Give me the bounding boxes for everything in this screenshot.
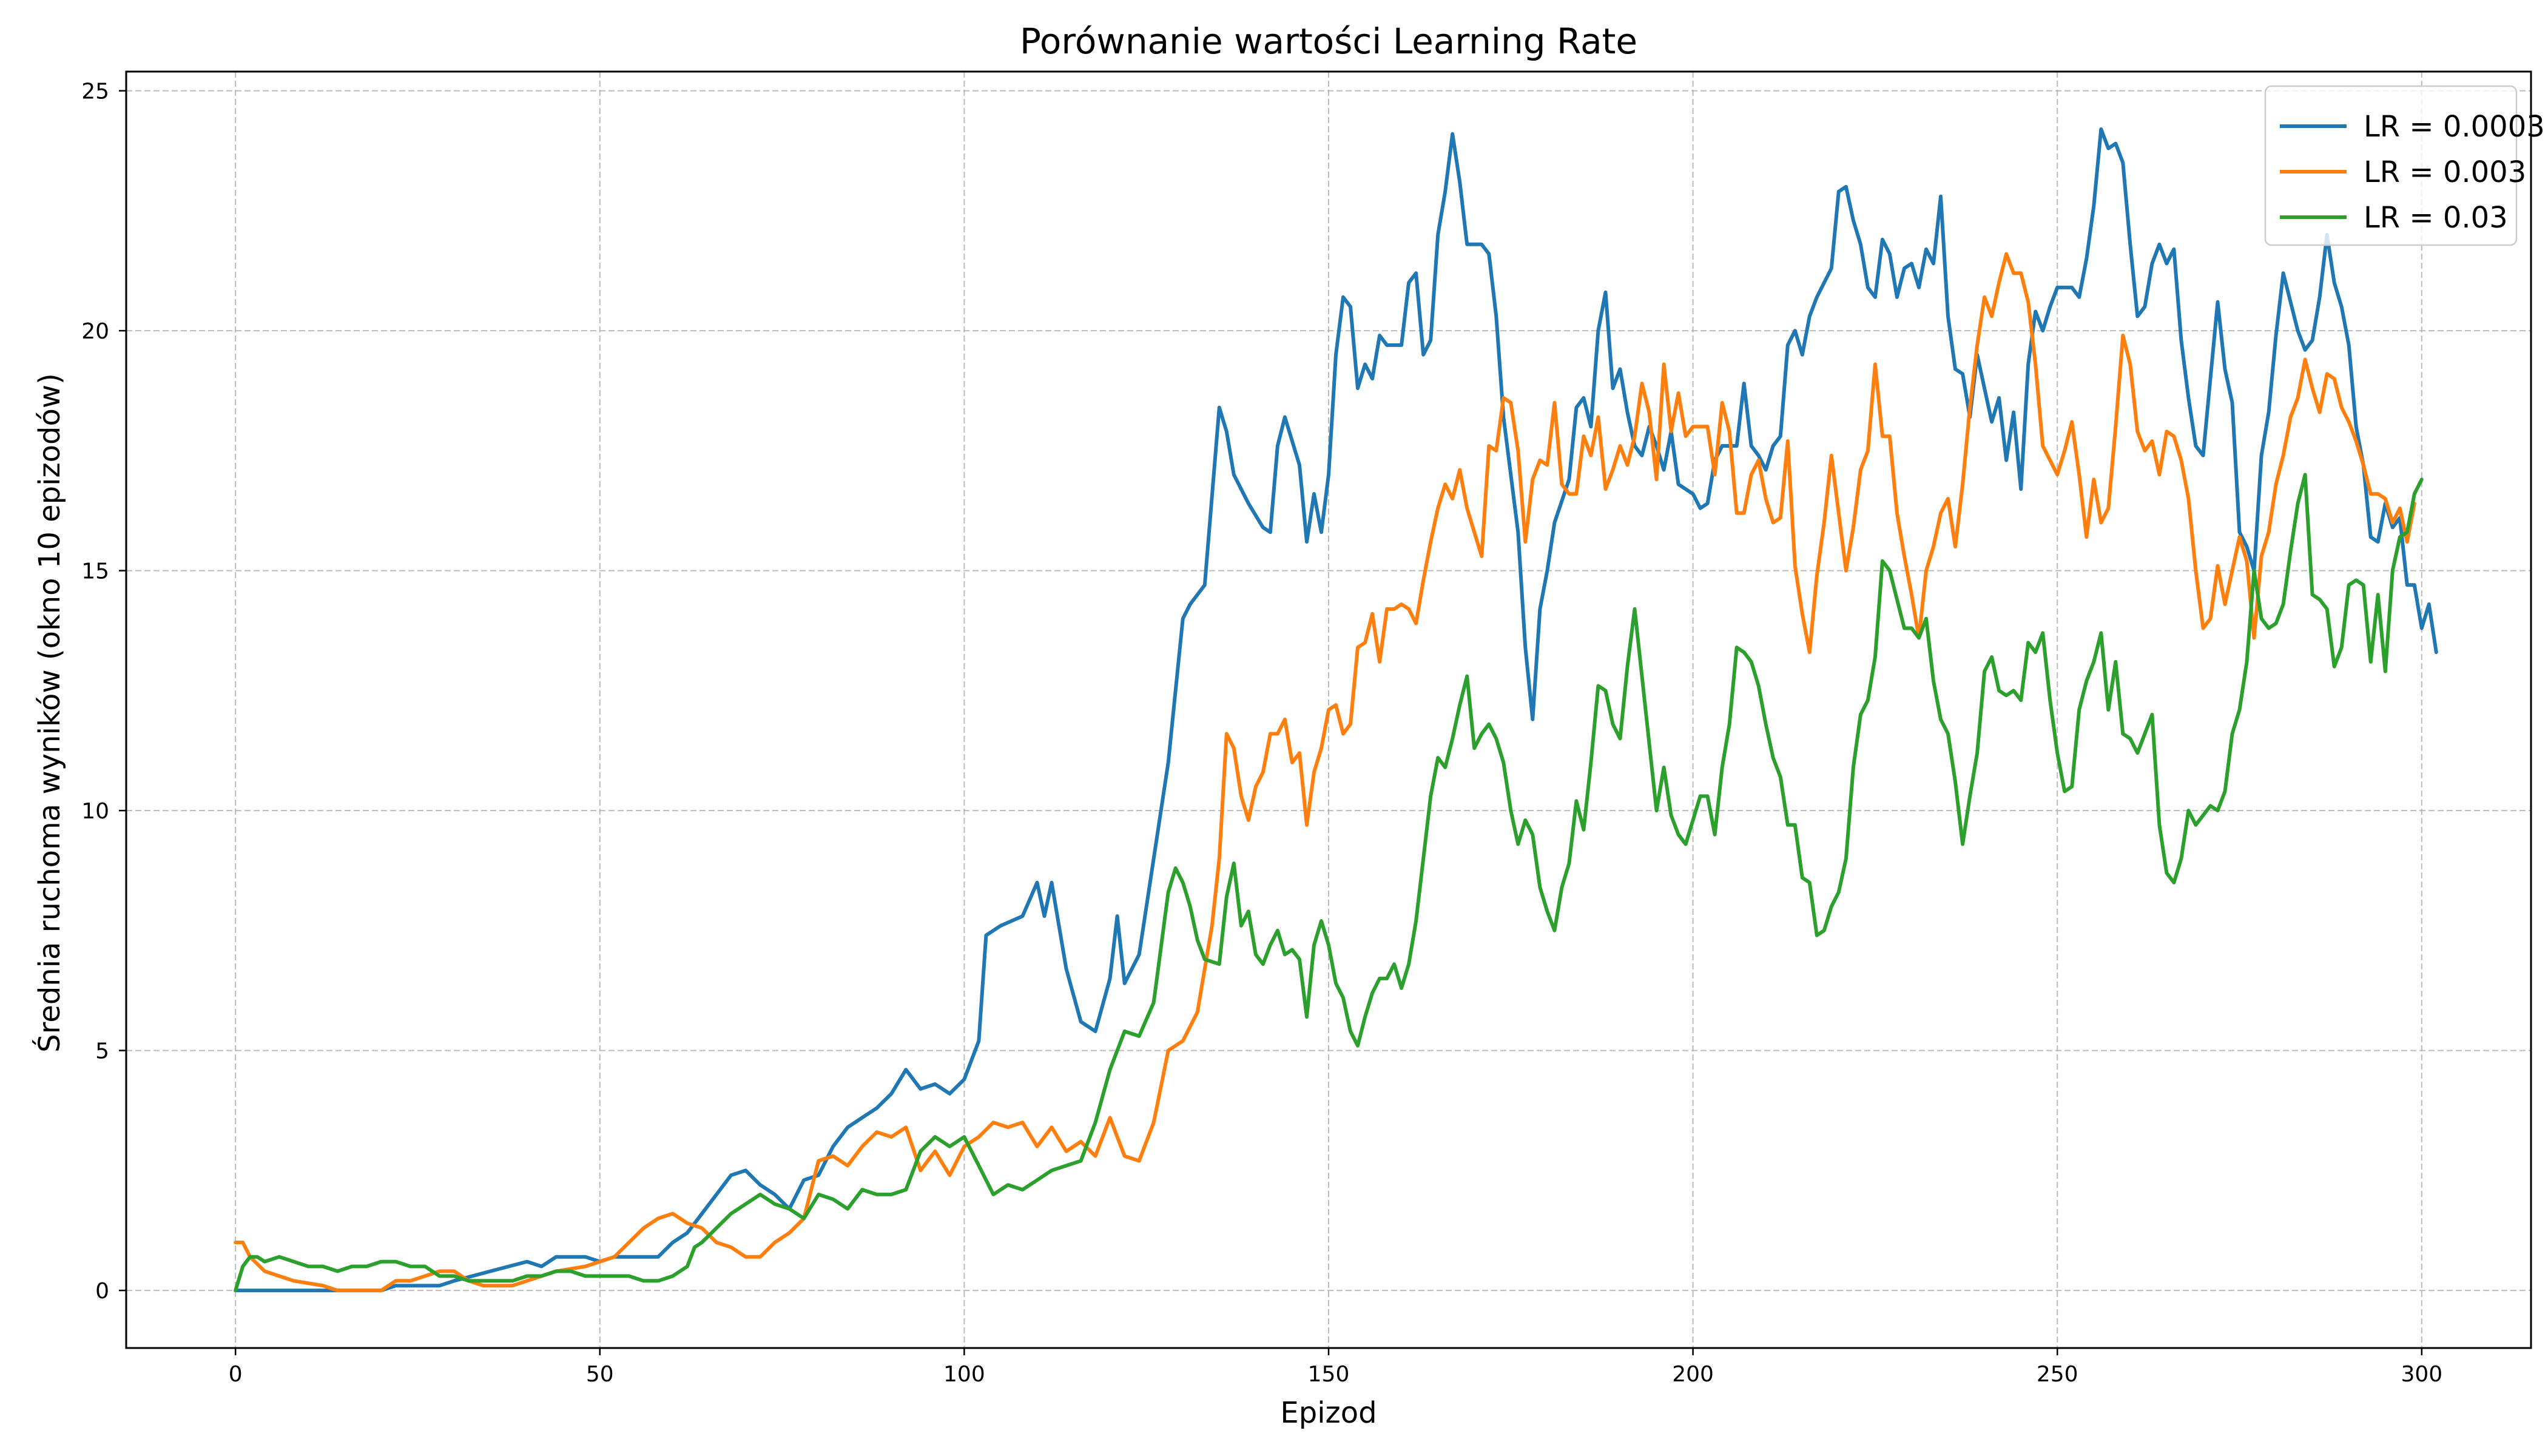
series-lines [234, 127, 2438, 1293]
y-tick-label: 15 [81, 559, 109, 584]
y-tick-label: 10 [81, 799, 109, 824]
y-tick-label: 20 [81, 319, 109, 344]
legend-label-2: LR = 0.003 [2364, 155, 2526, 189]
legend: LR = 0.0003 LR = 0.003 LR = 0.03 [2264, 85, 2545, 246]
legend-label-1: LR = 0.0003 [2364, 110, 2545, 144]
series-line-1 [234, 127, 2438, 1293]
x-tick-label: 100 [943, 1362, 985, 1387]
x-tick-label: 0 [229, 1362, 243, 1387]
y-tick-label: 25 [81, 79, 109, 104]
x-tick-label: 250 [2037, 1362, 2078, 1387]
x-axis-label: Epizod [1280, 1396, 1377, 1430]
y-tick-label: 0 [95, 1279, 109, 1304]
axis-ticks: 0 50 100 150 200 250 300 0 5 10 15 20 25 [81, 79, 2442, 1387]
chart-title: Porównanie wartości Learning Rate [1020, 21, 1637, 62]
series-line-3 [234, 473, 2424, 1293]
x-tick-label: 150 [1308, 1362, 1350, 1387]
y-tick-label: 5 [95, 1039, 109, 1064]
x-tick-label: 300 [2401, 1362, 2442, 1387]
y-axis-label: Średnia ruchoma wyników (okno 10 epizodó… [32, 373, 67, 1053]
legend-label-3: LR = 0.03 [2364, 201, 2508, 235]
x-tick-label: 200 [1672, 1362, 1714, 1387]
x-tick-label: 50 [586, 1362, 614, 1387]
grid-lines [126, 72, 2531, 1348]
series-line-2 [234, 252, 2416, 1293]
